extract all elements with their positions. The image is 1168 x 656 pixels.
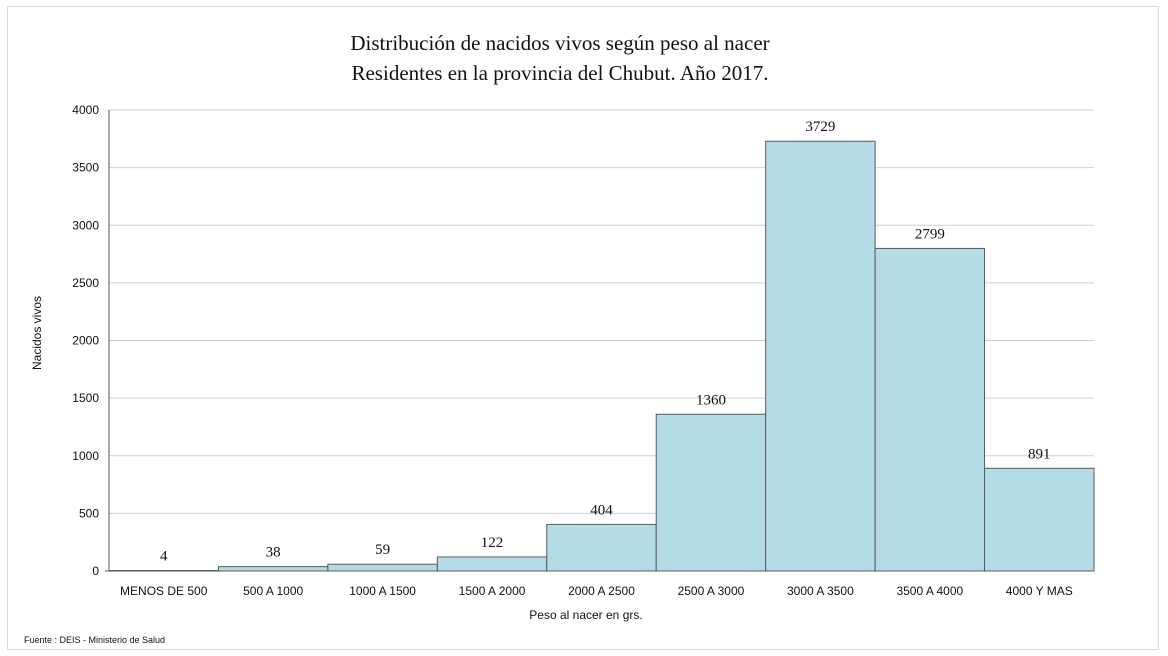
y-tick-label: 2500 xyxy=(72,276,99,290)
y-tick-label: 1500 xyxy=(72,391,99,405)
bar xyxy=(327,563,438,572)
data-label: 404 xyxy=(590,502,613,518)
data-label: 59 xyxy=(375,542,390,558)
bar xyxy=(765,140,876,572)
y-tick-labels: 0 500 1000 1500 2000 2500 3000 3500 4000 xyxy=(72,103,99,578)
x-tick-label: 3000 A 3500 xyxy=(787,584,854,598)
y-tick-label: 3500 xyxy=(72,161,99,175)
bar xyxy=(436,556,548,572)
y-tick-label: 2000 xyxy=(72,334,99,348)
bars xyxy=(108,140,1095,572)
x-tick-label: 1000 A 1500 xyxy=(349,584,416,598)
data-label: 1360 xyxy=(696,392,726,408)
x-tick-label: 2500 A 3000 xyxy=(678,584,745,598)
y-axis-label: Nacidos vivos xyxy=(30,296,44,370)
y-tick-label: 4000 xyxy=(72,103,99,117)
x-tick-label: 1500 A 2000 xyxy=(459,584,526,598)
data-label: 38 xyxy=(266,545,281,561)
bar xyxy=(874,247,986,572)
y-tick-label: 0 xyxy=(92,564,99,578)
data-label: 122 xyxy=(481,535,504,551)
data-labels: 4 38 59 122 404 1360 3729 2799 891 xyxy=(160,119,1051,564)
data-label: 891 xyxy=(1028,446,1051,462)
chart-title: Distribución de nacidos vivos según peso… xyxy=(350,31,769,55)
x-axis-label: Peso al nacer en grs. xyxy=(529,608,642,622)
category-labels: MENOS DE 500 500 A 1000 1000 A 1500 1500 A … xyxy=(120,584,1073,598)
data-label: 2799 xyxy=(915,226,945,242)
y-tick-label: 1000 xyxy=(72,449,99,463)
bar xyxy=(546,523,657,572)
x-tick-label: 2000 A 2500 xyxy=(568,584,635,598)
data-label: 4 xyxy=(160,549,168,565)
y-tick-label: 3000 xyxy=(72,218,99,232)
source-note: Fuente : DEIS - Ministerio de Salud xyxy=(24,635,165,645)
x-tick-label: MENOS DE 500 xyxy=(120,584,208,598)
bar xyxy=(655,413,767,572)
data-label: 3729 xyxy=(805,119,835,135)
bar xyxy=(217,566,329,572)
chart-frame xyxy=(7,6,1159,650)
y-tick-label: 500 xyxy=(79,506,99,520)
chart-subtitle: Residentes en la provincia del Chubut. A… xyxy=(351,61,768,85)
bar xyxy=(984,467,1095,572)
x-tick-label: 500 A 1000 xyxy=(243,584,303,598)
x-tick-label: 4000 Y MAS xyxy=(1006,584,1073,598)
x-tick-label: 3500 A 4000 xyxy=(896,584,963,598)
